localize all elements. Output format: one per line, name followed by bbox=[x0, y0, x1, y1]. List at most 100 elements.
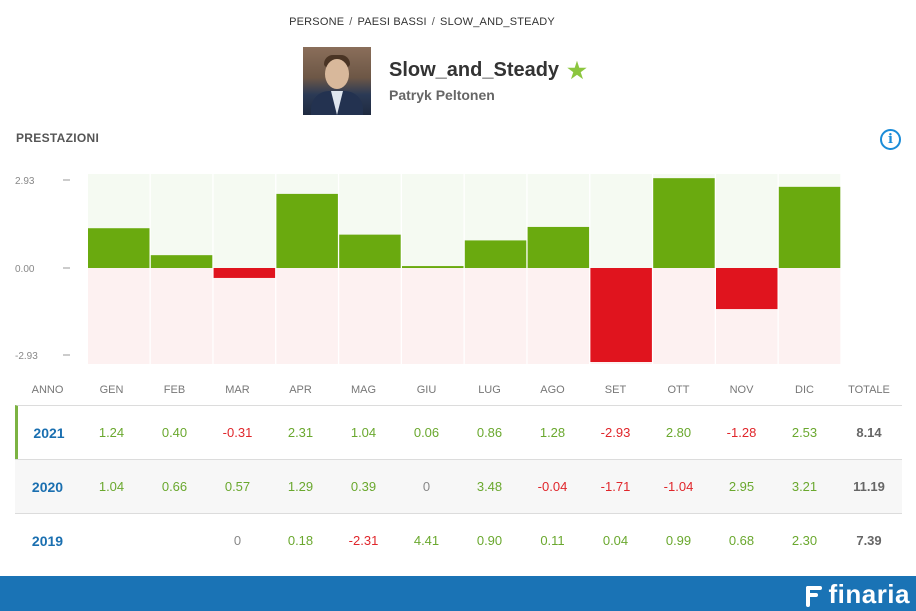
chart-bar[interactable] bbox=[590, 268, 652, 362]
finaria-logo[interactable]: finaria bbox=[806, 579, 910, 610]
chart-bar[interactable] bbox=[150, 255, 213, 268]
total-value: 7.39 bbox=[856, 533, 882, 548]
month-value: -1.28 bbox=[726, 425, 757, 440]
column-header: MAR bbox=[225, 384, 250, 396]
chart-bg-negative bbox=[653, 268, 715, 364]
month-value: 1.29 bbox=[287, 479, 314, 494]
month-value: 2.31 bbox=[287, 425, 314, 440]
profile-header: Slow_and_Steady ★ Patryk Peltonen bbox=[303, 47, 587, 115]
breadcrumb: PERSONE / PAESI BASSI / SLOW_AND_STEADY bbox=[0, 16, 844, 28]
column-header: LUG bbox=[478, 384, 501, 396]
chart-bg-positive bbox=[150, 174, 213, 268]
chart-bg-negative bbox=[778, 268, 841, 364]
month-value: -1.04 bbox=[663, 479, 694, 494]
chart-bg-positive bbox=[716, 174, 778, 268]
month-value: 0 bbox=[422, 479, 431, 494]
column-header: ANNO bbox=[31, 384, 64, 396]
month-value: 0.39 bbox=[350, 479, 377, 494]
month-value: 2.80 bbox=[665, 425, 692, 440]
month-value: 1.04 bbox=[98, 479, 125, 494]
total-value: 11.19 bbox=[853, 479, 885, 494]
column-header: APR bbox=[289, 384, 312, 396]
info-icon[interactable]: i bbox=[880, 129, 901, 150]
chart-bg-negative bbox=[213, 268, 276, 364]
month-value: 0.68 bbox=[728, 533, 755, 548]
chart-bar[interactable] bbox=[339, 234, 401, 268]
month-value: 1.24 bbox=[98, 425, 125, 440]
total-value: 8.14 bbox=[856, 425, 882, 440]
avatar bbox=[303, 47, 371, 115]
chart-bg-negative bbox=[402, 268, 464, 364]
column-header: FEB bbox=[163, 384, 186, 396]
column-header: AGO bbox=[540, 384, 565, 396]
month-value: 4.41 bbox=[413, 533, 440, 548]
chart-bar[interactable] bbox=[402, 266, 464, 268]
month-value: -2.31 bbox=[348, 533, 379, 548]
table-row[interactable]: 2020 1.04 0.66 0.57 1.29 0.39 0 3.48 -0.04 -1.71 -… bbox=[15, 459, 902, 513]
column-header: MAG bbox=[350, 384, 377, 396]
chart-bar[interactable] bbox=[464, 240, 527, 268]
month-value: 0.06 bbox=[413, 425, 440, 440]
username-text: Slow_and_Steady bbox=[389, 59, 560, 81]
star-icon[interactable]: ★ bbox=[567, 57, 587, 83]
month-value: 0.40 bbox=[161, 425, 188, 440]
column-header: GEN bbox=[99, 384, 124, 396]
table-row[interactable]: 2019 0 0.18 -2.31 4.41 0.90 0.11 0.04 0.99 0.68 2.… bbox=[15, 513, 902, 567]
month-value: 1.04 bbox=[350, 425, 377, 440]
performance-chart: 2.93 0.00 -2.93 bbox=[15, 174, 841, 364]
year-link[interactable]: 2019 bbox=[31, 532, 64, 549]
chart-bg-negative bbox=[527, 268, 590, 364]
chart-bg-positive bbox=[402, 174, 464, 268]
performance-table: ANNO GEN FEB MAR APR MAG GIU LUG AGO SET OTT NOV DIC… bbox=[15, 375, 902, 567]
year-link[interactable]: 2020 bbox=[31, 478, 64, 495]
month-value: 0.99 bbox=[665, 533, 692, 548]
chart-bar[interactable] bbox=[276, 193, 338, 268]
chart-bg-negative bbox=[276, 268, 338, 364]
year-link[interactable]: 2021 bbox=[33, 424, 65, 441]
column-header: OTT bbox=[667, 384, 690, 396]
chart-bg-negative bbox=[150, 268, 213, 364]
month-value: 3.21 bbox=[791, 479, 818, 494]
finaria-logo-icon bbox=[806, 583, 823, 607]
chart-bar[interactable] bbox=[778, 186, 841, 268]
month-value: 0.90 bbox=[476, 533, 503, 548]
month-value: 1.28 bbox=[539, 425, 566, 440]
chart-bar[interactable] bbox=[88, 228, 150, 268]
month-value: 0.11 bbox=[540, 533, 565, 548]
table-row[interactable]: 2021 1.24 0.40 -0.31 2.31 1.04 0.06 0.86 1.28 -2.… bbox=[15, 405, 902, 459]
username: Slow_and_Steady ★ bbox=[389, 59, 587, 82]
chart-bg-positive bbox=[213, 174, 276, 268]
breadcrumb-persone[interactable]: PERSONE bbox=[289, 16, 345, 28]
month-value: 0.57 bbox=[224, 479, 251, 494]
column-header: DIC bbox=[795, 384, 814, 396]
month-value: 2.95 bbox=[728, 479, 755, 494]
month-value: -0.04 bbox=[537, 479, 568, 494]
section-title: PRESTAZIONI bbox=[16, 131, 100, 145]
logo-text: finaria bbox=[828, 579, 910, 609]
month-value: 0 bbox=[233, 533, 242, 548]
y-tick-label: 0.00 bbox=[15, 264, 35, 275]
month-value: 3.48 bbox=[476, 479, 503, 494]
breadcrumb-separator: / bbox=[349, 16, 353, 28]
chart-bar[interactable] bbox=[716, 268, 778, 310]
column-header: SET bbox=[604, 384, 627, 396]
chart-bar[interactable] bbox=[653, 178, 715, 268]
month-value: 0.86 bbox=[476, 425, 503, 440]
chart-bg-negative bbox=[464, 268, 527, 364]
breadcrumb-paesi-bassi[interactable]: PAESI BASSI bbox=[357, 16, 427, 28]
breadcrumb-separator: / bbox=[431, 16, 436, 28]
chart-bg-negative bbox=[339, 268, 401, 364]
month-value: 2.53 bbox=[791, 425, 818, 440]
column-header: NOV bbox=[729, 384, 754, 396]
month-value: -0.31 bbox=[222, 425, 253, 440]
column-header: GIU bbox=[416, 384, 437, 396]
footer: finaria bbox=[0, 576, 916, 611]
month-value: 0.18 bbox=[287, 533, 314, 548]
month-value: 0.66 bbox=[161, 479, 188, 494]
chart-bar[interactable] bbox=[527, 226, 590, 268]
breadcrumb-current: SLOW_AND_STEADY bbox=[440, 16, 555, 28]
month-value: -1.71 bbox=[600, 479, 631, 494]
month-value: -2.93 bbox=[600, 425, 631, 440]
month-value: 2.30 bbox=[791, 533, 818, 548]
chart-bar[interactable] bbox=[213, 268, 276, 278]
